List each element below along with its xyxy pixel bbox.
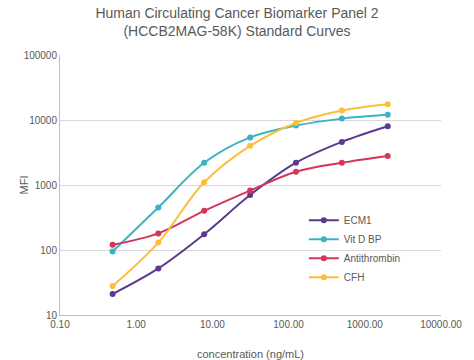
svg-text:MFI: MFI xyxy=(18,176,30,195)
svg-text:10.00: 10.00 xyxy=(200,319,225,330)
svg-text:10: 10 xyxy=(46,310,58,321)
svg-text:CFH: CFH xyxy=(344,272,365,283)
svg-text:10000: 10000 xyxy=(29,115,57,126)
svg-text:Vit D BP: Vit D BP xyxy=(344,234,382,245)
svg-text:1000: 1000 xyxy=(35,180,58,191)
svg-text:1000.00: 1000.00 xyxy=(347,319,384,330)
svg-text:10000.00: 10000.00 xyxy=(420,319,462,330)
svg-text:ECM1: ECM1 xyxy=(344,215,372,226)
svg-text:Human Circulating Cancer Bioma: Human Circulating Cancer Biomarker Panel… xyxy=(95,5,378,39)
svg-text:concentration (ng/mL): concentration (ng/mL) xyxy=(197,348,304,360)
svg-text:1.00: 1.00 xyxy=(126,319,146,330)
svg-text:100: 100 xyxy=(40,245,57,256)
svg-text:100.00: 100.00 xyxy=(273,319,304,330)
svg-text:Antithrombin: Antithrombin xyxy=(344,253,400,264)
svg-text:100000: 100000 xyxy=(24,50,58,61)
svg-text:0.10: 0.10 xyxy=(50,319,70,330)
